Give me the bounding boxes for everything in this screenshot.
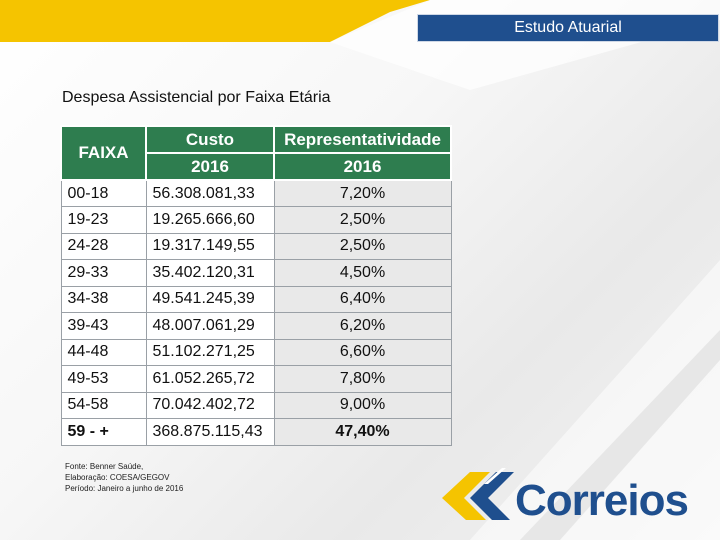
table-row: 59 - + 368.875.115,43 47,40% bbox=[60, 418, 452, 446]
header-custo: Custo bbox=[145, 125, 275, 154]
source-note: Fonte: Benner Saúde, Elaboração: COESA/G… bbox=[65, 461, 183, 494]
cell-repr: 2,50% bbox=[273, 206, 452, 234]
cell-custo: 368.875.115,43 bbox=[145, 418, 275, 446]
cell-faixa: 34-38 bbox=[60, 285, 147, 313]
cell-faixa: 29-33 bbox=[60, 259, 147, 287]
cell-custo: 35.402.120,31 bbox=[145, 259, 275, 287]
cell-custo: 19.317.149,55 bbox=[145, 232, 275, 260]
logo-text: Correios bbox=[515, 476, 689, 525]
cell-repr: 9,00% bbox=[273, 391, 452, 419]
table-row: 00-18 56.308.081,33 7,20% bbox=[60, 179, 452, 207]
header-repr-year: 2016 bbox=[273, 152, 452, 181]
cell-repr: 7,80% bbox=[273, 365, 452, 393]
cell-faixa: 59 - + bbox=[60, 418, 147, 446]
table-row: 19-23 19.265.666,60 2,50% bbox=[60, 206, 452, 234]
cell-faixa: 19-23 bbox=[60, 206, 147, 234]
expense-table: FAIXA Custo Representatividade 2016 2016… bbox=[60, 125, 452, 446]
header-custo-year: 2016 bbox=[145, 152, 275, 181]
header-representatividade: Representatividade bbox=[273, 125, 452, 154]
cell-faixa: 39-43 bbox=[60, 312, 147, 340]
header-title: Estudo Atuarial bbox=[514, 19, 622, 36]
table-row: 24-28 19.317.149,55 2,50% bbox=[60, 232, 452, 260]
table-row: 44-48 51.102.271,25 6,60% bbox=[60, 338, 452, 366]
cell-custo: 48.007.061,29 bbox=[145, 312, 275, 340]
table-row: 49-53 61.052.265,72 7,80% bbox=[60, 365, 452, 393]
cell-faixa: 54-58 bbox=[60, 391, 147, 419]
cell-repr: 4,50% bbox=[273, 259, 452, 287]
source-line: Elaboração: COESA/GEGOV bbox=[65, 473, 170, 482]
correios-logo-icon bbox=[442, 468, 514, 520]
cell-repr: 6,20% bbox=[273, 312, 452, 340]
cell-custo: 49.541.245,39 bbox=[145, 285, 275, 313]
cell-custo: 61.052.265,72 bbox=[145, 365, 275, 393]
table-row: 39-43 48.007.061,29 6,20% bbox=[60, 312, 452, 340]
table-row: 29-33 35.402.120,31 4,50% bbox=[60, 259, 452, 287]
cell-custo: 56.308.081,33 bbox=[145, 179, 275, 207]
header-faixa: FAIXA bbox=[60, 125, 147, 181]
cell-repr: 6,40% bbox=[273, 285, 452, 313]
cell-repr: 2,50% bbox=[273, 232, 452, 260]
header-bar: Estudo Atuarial bbox=[417, 14, 719, 42]
source-line: Período: Janeiro a junho de 2016 bbox=[65, 484, 184, 493]
cell-repr: 6,60% bbox=[273, 338, 452, 366]
cell-repr: 47,40% bbox=[273, 418, 452, 446]
cell-repr: 7,20% bbox=[273, 179, 452, 207]
cell-custo: 51.102.271,25 bbox=[145, 338, 275, 366]
cell-faixa: 24-28 bbox=[60, 232, 147, 260]
cell-faixa: 44-48 bbox=[60, 338, 147, 366]
cell-custo: 70.042.402,72 bbox=[145, 391, 275, 419]
cell-custo: 19.265.666,60 bbox=[145, 206, 275, 234]
cell-faixa: 49-53 bbox=[60, 365, 147, 393]
cell-faixa: 00-18 bbox=[60, 179, 147, 207]
table-row: 54-58 70.042.402,72 9,00% bbox=[60, 391, 452, 419]
source-line: Fonte: Benner Saúde, bbox=[65, 462, 144, 471]
slide-title: Despesa Assistencial por Faixa Etária bbox=[62, 89, 331, 106]
table-row: 34-38 49.541.245,39 6,40% bbox=[60, 285, 452, 313]
